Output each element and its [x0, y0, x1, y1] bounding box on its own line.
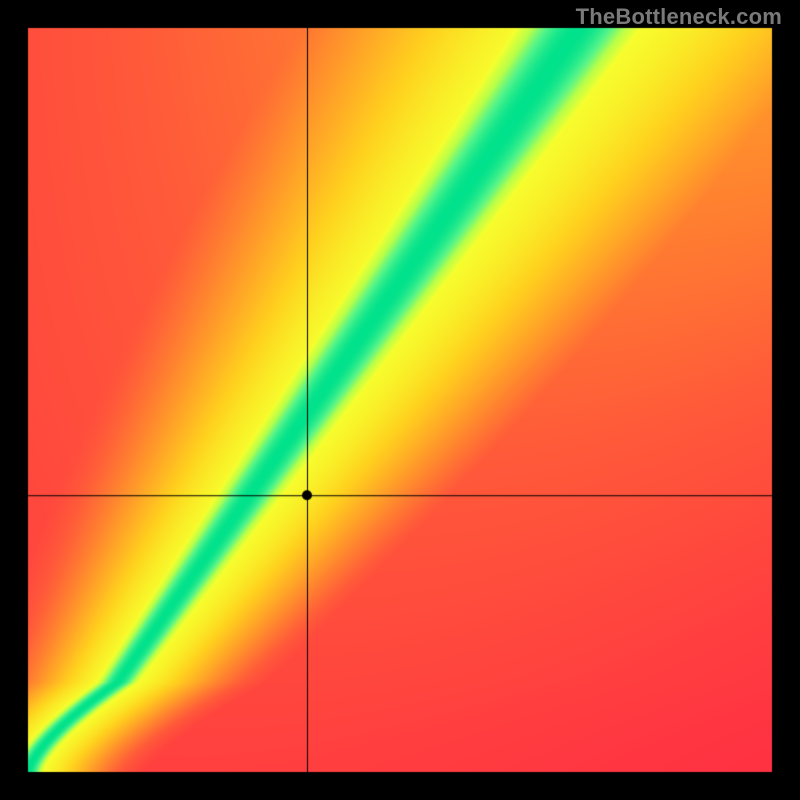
bottleneck-chart-container: TheBottleneck.com [0, 0, 800, 800]
bottleneck-heatmap-canvas [0, 0, 800, 800]
watermark-text: TheBottleneck.com [576, 4, 782, 30]
